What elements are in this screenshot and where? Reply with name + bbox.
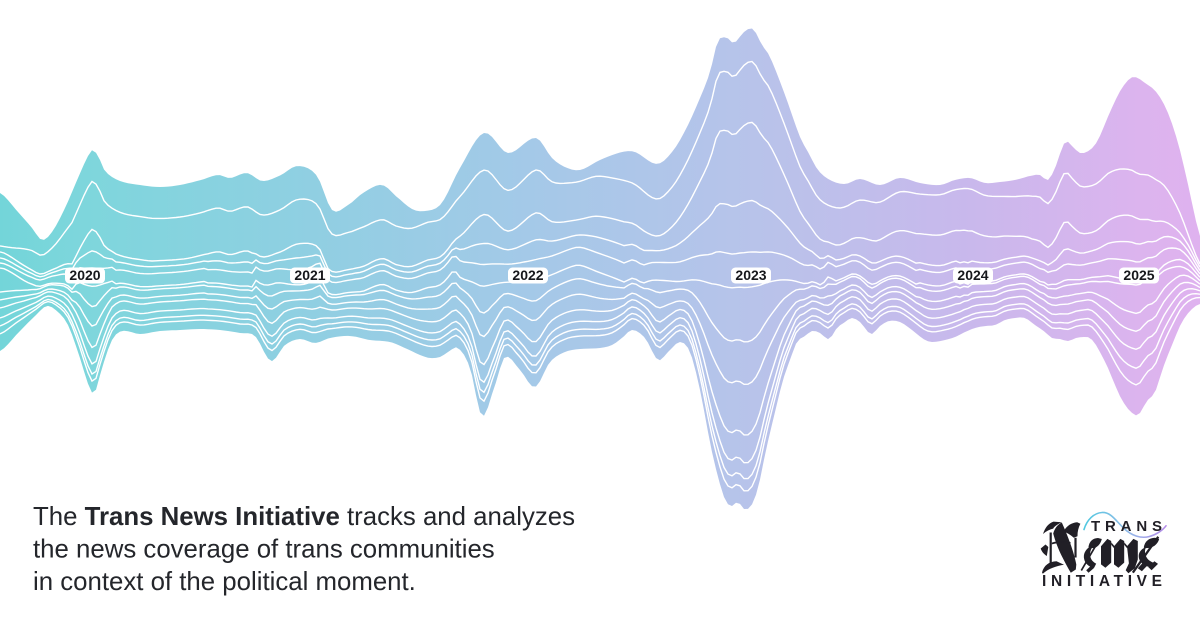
svg-text:the news coverage of trans com: the news coverage of trans communities — [33, 536, 495, 564]
svg-text:The Trans News Initiative trac: The Trans News Initiative tracks and ana… — [33, 503, 575, 531]
svg-text:in context of the political mo: in context of the political moment. — [33, 568, 416, 596]
svg-text:2024: 2024 — [957, 267, 988, 283]
svg-text:2021: 2021 — [294, 267, 325, 283]
svg-text:2020: 2020 — [69, 267, 100, 283]
svg-text:2022: 2022 — [512, 267, 543, 283]
svg-text:INITIATIVE: INITIATIVE — [1042, 573, 1162, 590]
svg-text:2025: 2025 — [1123, 267, 1154, 283]
svg-text:TRANS: TRANS — [1091, 518, 1162, 535]
svg-text:2023: 2023 — [735, 267, 766, 283]
